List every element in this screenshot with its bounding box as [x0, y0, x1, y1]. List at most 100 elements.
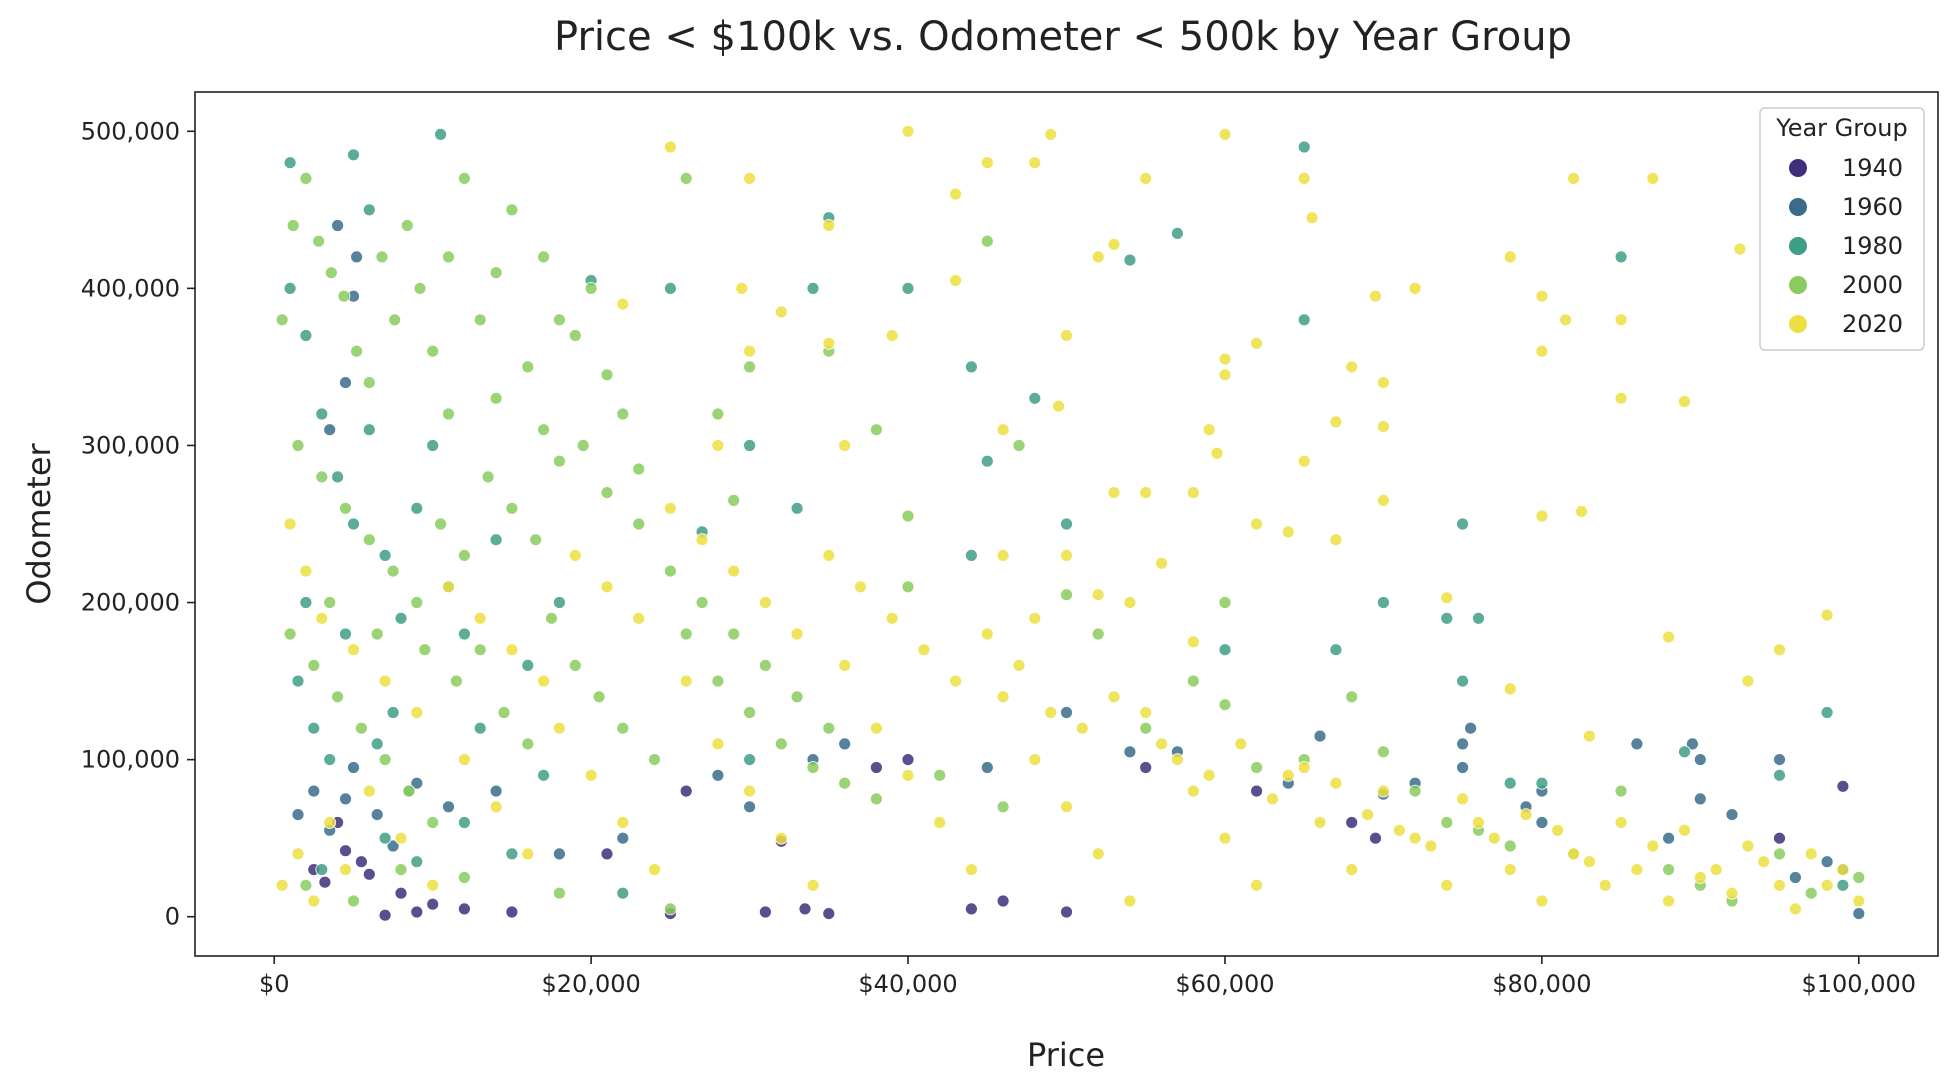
point-1940-2 [339, 844, 352, 858]
point-2000-47 [307, 659, 321, 672]
point-1980-45 [1440, 611, 1454, 625]
point-2020-57 [378, 674, 392, 688]
point-1980-52 [1678, 745, 1691, 759]
point-2020-116 [1567, 171, 1580, 185]
point-2000-67 [838, 776, 852, 790]
series-2020 [275, 124, 1866, 916]
point-2000-114 [1091, 627, 1105, 641]
point-2020-160 [1773, 643, 1786, 657]
point-2000-4 [324, 266, 338, 280]
point-2020-121 [1614, 313, 1628, 327]
point-1980-53 [1773, 768, 1786, 782]
point-2000-79 [679, 171, 693, 185]
point-2020-120 [1559, 313, 1572, 327]
point-2020-41 [1503, 863, 1517, 876]
point-2020-61 [505, 643, 519, 657]
point-2020-159 [1820, 608, 1834, 622]
point-2000-13 [442, 250, 455, 264]
point-2000-105 [323, 596, 337, 609]
point-2020-13 [616, 816, 630, 829]
point-1980-63 [790, 501, 804, 515]
point-2000-6 [350, 344, 364, 358]
point-2020-24 [965, 863, 978, 876]
point-2000-26 [315, 470, 329, 484]
point-2020-130 [1202, 423, 1216, 437]
point-2000-56 [521, 737, 535, 751]
point-2020-36 [1345, 863, 1359, 876]
point-2000-11 [413, 281, 427, 295]
point-1940-16 [965, 902, 978, 916]
point-1960-10 [553, 847, 566, 861]
point-2000-14 [457, 171, 471, 185]
point-2020-91 [1456, 792, 1469, 806]
point-2020-112 [1139, 171, 1153, 185]
point-2020-155 [1535, 509, 1549, 523]
point-2020-28 [1091, 847, 1105, 861]
x-axis: $0 $20,000 $40,000 $60,000 $80,000 $100,000 [259, 956, 1916, 998]
point-1960-39 [1852, 907, 1866, 920]
point-1960-17 [1123, 745, 1137, 759]
point-2020-117 [1646, 171, 1660, 185]
point-1960-12 [711, 768, 725, 782]
y-tick-label: 200,000 [81, 589, 180, 617]
point-2000-16 [489, 266, 503, 280]
point-2020-70 [790, 627, 804, 641]
point-1960-45 [743, 800, 756, 814]
point-1960-24 [1456, 761, 1469, 774]
point-1940-18 [1060, 905, 1073, 919]
point-2020-108 [949, 187, 962, 201]
x-axis-label: Price [1027, 1036, 1105, 1074]
y-tick-label: 400,000 [81, 274, 180, 302]
point-2020-71 [822, 549, 836, 562]
point-2000-104 [1852, 871, 1866, 884]
point-1940-23 [1773, 831, 1786, 845]
point-1940-22 [1369, 831, 1382, 845]
point-2000-69 [933, 768, 947, 782]
point-2020-2 [307, 894, 321, 908]
point-2020-34 [1281, 768, 1295, 782]
point-1980-34 [980, 454, 994, 468]
point-1940-17 [996, 894, 1010, 908]
point-2000-113 [901, 580, 915, 594]
point-2020-165 [1440, 591, 1454, 605]
point-2000-106 [370, 627, 384, 641]
point-2000-74 [457, 871, 471, 884]
point-1960-5 [370, 808, 384, 821]
point-2020-63 [568, 549, 582, 562]
point-2020-128 [1218, 352, 1232, 366]
point-1960-3 [339, 792, 352, 806]
point-2020-144 [996, 423, 1010, 437]
point-2000-30 [410, 596, 424, 609]
point-1940-24 [1836, 779, 1850, 793]
point-1980-66 [965, 360, 978, 374]
point-2020-39 [1440, 878, 1454, 892]
point-2000-77 [743, 360, 756, 374]
point-2000-66 [806, 761, 820, 774]
point-1980-11 [457, 627, 471, 641]
data-points [275, 124, 1866, 922]
point-2000-107 [418, 643, 432, 657]
point-2000-93 [1408, 784, 1422, 798]
point-1940-14 [870, 761, 883, 774]
point-2020-7 [426, 878, 440, 892]
point-1960-30 [1662, 831, 1675, 845]
point-2020-109 [980, 156, 994, 170]
point-2020-164 [1503, 682, 1517, 696]
point-2020-92 [1487, 831, 1501, 845]
point-1980-8 [410, 501, 424, 515]
point-1980-6 [378, 549, 392, 562]
point-2020-8 [457, 753, 471, 766]
point-2020-151 [1329, 415, 1343, 429]
point-2020-158 [1678, 395, 1691, 408]
point-2020-74 [917, 643, 931, 657]
point-2000-44 [790, 690, 804, 704]
point-2000-51 [402, 784, 416, 798]
point-2020-17 [743, 784, 756, 798]
point-1980-51 [1614, 250, 1628, 264]
point-2000-61 [648, 753, 661, 766]
point-2000-54 [473, 643, 487, 657]
point-2000-53 [449, 674, 463, 688]
point-1960-9 [489, 784, 503, 798]
legend-label-1980: 1980 [1842, 232, 1903, 260]
